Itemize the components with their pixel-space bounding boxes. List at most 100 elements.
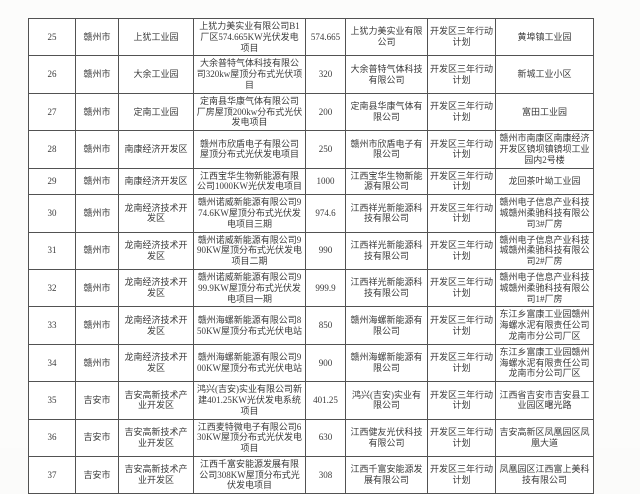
cell-capacity: 320	[305, 55, 346, 94]
cell-location: 富田工业园	[495, 92, 594, 132]
cell-plan: 开发区三年行动计划	[427, 194, 496, 233]
cell-city: 赣州市	[75, 167, 119, 196]
table-row: 28 赣州市 南康经济开发区 赣州市欣盾电子有限公司屋顶分布式光伏发电项目 250 赣州市…	[28, 130, 594, 169]
cell-company: 江西千富安能源发展有限公司	[345, 455, 428, 494]
cell-no: 26	[28, 55, 76, 94]
table-row: 26 赣州市 大余工业园 大余普特气体科技有限公司320kw屋顶分布式光伏项目 320 大…	[28, 55, 594, 94]
scanned-document-page: 25 赣州市 上犹工业园 上犹力美实业有限公司B1厂区574.665KW光伏发电项目 5…	[28, 17, 594, 494]
cell-location: 赣州电子信息产业科技城赣州柔驰科技有限公司3#厂房	[495, 194, 594, 233]
cell-location: 江西省吉安市吉安县工业园区曙光路	[495, 381, 594, 420]
table-row: 32 赣州市 龙南经济技术开发区 赣州诺威新能源有限公司999.9KW屋顶分布式光伏发…	[28, 268, 594, 308]
cell-project: 定南县华康气体有限公司厂房屋顶200kw分布式光伏发电项目	[193, 92, 306, 132]
cell-plan: 开发区三年行动计划	[427, 418, 496, 457]
cell-company: 江西祥光新能源科技有限公司	[345, 231, 428, 270]
table-row: 30 赣州市 龙南经济技术开发区 赣州诺威新能源有限公司974.6KW屋顶分布式光伏发…	[28, 194, 594, 233]
cell-city: 吉安市	[75, 418, 119, 457]
table-row: 33 赣州市 龙南经济技术开发区 赣州海螺新能源有限公司850KW屋顶分布式光伏电站 8…	[28, 306, 594, 345]
table-row: 25 赣州市 上犹工业园 上犹力美实业有限公司B1厂区574.665KW光伏发电项目 5…	[28, 17, 594, 57]
cell-zone: 龙南经济技术开发区	[118, 231, 194, 270]
cell-project: 赣州诺威新能源有限公司999.9KW屋顶分布式光伏发电项目一期	[193, 268, 306, 308]
table-row: 31 赣州市 龙南经济技术开发区 赣州诺威新能源有限公司990KW屋顶分布式光伏发电项…	[28, 231, 594, 270]
cell-no: 27	[28, 92, 76, 132]
cell-city: 赣州市	[75, 92, 119, 132]
table-row: 29 赣州市 南康经济开发区 江西宝华生物新能源有限公司1000KW光伏发电项目 100…	[28, 167, 594, 196]
cell-project: 江西千富安能源发展有限公司308KW屋顶分布式光伏发电项目	[193, 455, 306, 494]
cell-capacity: 574.665	[305, 17, 346, 57]
cell-no: 28	[28, 130, 76, 169]
table-row: 27 赣州市 定南工业园 定南县华康气体有限公司厂房屋顶200kw分布式光伏发电项目 2…	[28, 92, 594, 132]
cell-capacity: 200	[305, 92, 346, 132]
cell-no: 35	[28, 381, 76, 420]
pv-project-table: 25 赣州市 上犹工业园 上犹力美实业有限公司B1厂区574.665KW光伏发电项目 5…	[28, 17, 594, 494]
cell-city: 赣州市	[75, 130, 119, 169]
cell-project: 赣州海螺新能源有限公司900KW屋顶分布式光伏电站	[193, 343, 306, 383]
table-body: 25 赣州市 上犹工业园 上犹力美实业有限公司B1厂区574.665KW光伏发电项目 5…	[28, 17, 594, 494]
cell-location: 赣州电子信息产业科技城赣州柔驰科技有限公司2#厂房	[495, 231, 594, 270]
cell-capacity: 1000	[305, 167, 346, 196]
cell-capacity: 900	[305, 343, 346, 383]
cell-capacity: 250	[305, 130, 346, 169]
cell-zone: 龙南经济技术开发区	[118, 194, 194, 233]
cell-project: 鸿兴(吉安)实业有限公司新建401.25KW光伏发电系统项目	[193, 381, 306, 420]
cell-zone: 吉安高新技术产业开发区	[118, 381, 194, 420]
cell-plan: 开发区三年行动计划	[427, 231, 496, 270]
table-row: 37 吉安市 吉安高新技术产业开发区 江西千富安能源发展有限公司308KW屋顶分布式光…	[28, 455, 594, 494]
cell-capacity: 990	[305, 231, 346, 270]
cell-plan: 开发区三年行动计划	[427, 268, 496, 308]
cell-no: 32	[28, 268, 76, 308]
cell-company: 大余普特气体科技有限公司	[345, 55, 428, 94]
cell-project: 江西宝华生物新能源有限公司1000KW光伏发电项目	[193, 167, 306, 196]
cell-plan: 开发区三年行动计划	[427, 381, 496, 420]
cell-city: 吉安市	[75, 381, 119, 420]
cell-project: 赣州海螺新能源有限公司850KW屋顶分布式光伏电站	[193, 306, 306, 345]
cell-zone: 龙南经济技术开发区	[118, 268, 194, 308]
cell-plan: 开发区三年行动计划	[427, 130, 496, 169]
cell-no: 25	[28, 17, 76, 57]
cell-city: 赣州市	[75, 268, 119, 308]
cell-capacity: 974.6	[305, 194, 346, 233]
table-row: 36 吉安市 吉安高新技术产业开发区 江西麦特微电子有限公司630KW屋顶分布式光伏发…	[28, 418, 594, 457]
cell-capacity: 999.9	[305, 268, 346, 308]
cell-company: 江西祥光新能源科技有限公司	[345, 194, 428, 233]
cell-zone: 南康经济开发区	[118, 167, 194, 196]
cell-capacity: 401.25	[305, 381, 346, 420]
cell-company: 鸿兴(吉安)实业有限公司	[345, 381, 428, 420]
cell-plan: 开发区三年行动计划	[427, 455, 496, 494]
cell-zone: 吉安高新技术产业开发区	[118, 418, 194, 457]
cell-city: 吉安市	[75, 455, 119, 494]
table-row: 35 吉安市 吉安高新技术产业开发区 鸿兴(吉安)实业有限公司新建401.25KW光伏…	[28, 381, 594, 420]
cell-city: 赣州市	[75, 231, 119, 270]
cell-no: 37	[28, 455, 76, 494]
cell-no: 30	[28, 194, 76, 233]
cell-location: 龙回茶叶坳工业园	[495, 167, 594, 196]
cell-city: 赣州市	[75, 194, 119, 233]
cell-zone: 大余工业园	[118, 55, 194, 94]
cell-location: 凤凰园区江西富上美科技有限公司	[495, 455, 594, 494]
cell-company: 江西健友光伏科技有限公司	[345, 418, 428, 457]
cell-company: 赣州市欣盾电子有限公司	[345, 130, 428, 169]
cell-location: 东江乡富康工业园赣州海螺水泥有限责任公司龙南市分公司厂区	[495, 306, 594, 345]
cell-company: 江西祥光新能源科技有限公司	[345, 268, 428, 308]
cell-plan: 开发区三年行动计划	[427, 92, 496, 132]
cell-no: 33	[28, 306, 76, 345]
cell-location: 赣州电子信息产业科技城赣州柔驰科技有限公司1#厂房	[495, 268, 594, 308]
cell-location: 赣州市南康区南康经济开发区镜坝镇镜坝工业园内2号楼	[495, 130, 594, 169]
cell-location: 东江乡富康工业园赣州海螺水泥有限责任公司龙南市分公司厂区	[495, 343, 594, 383]
cell-zone: 上犹工业园	[118, 17, 194, 57]
cell-project: 赣州市欣盾电子有限公司屋顶分布式光伏发电项目	[193, 130, 306, 169]
cell-zone: 吉安高新技术产业开发区	[118, 455, 194, 494]
cell-company: 赣州海螺新能源有限公司	[345, 306, 428, 345]
cell-plan: 开发区三年行动计划	[427, 55, 496, 94]
cell-zone: 龙南经济技术开发区	[118, 306, 194, 345]
cell-plan: 开发区三年行动计划	[427, 343, 496, 383]
cell-project: 大余普特气体科技有限公司320kw屋顶分布式光伏项目	[193, 55, 306, 94]
table-row: 34 赣州市 龙南经济技术开发区 赣州海螺新能源有限公司900KW屋顶分布式光伏电站 9…	[28, 343, 594, 383]
cell-project: 赣州诺威新能源有限公司990KW屋顶分布式光伏发电项目二期	[193, 231, 306, 270]
cell-capacity: 630	[305, 418, 346, 457]
cell-plan: 开发区三年行动计划	[427, 306, 496, 345]
cell-city: 赣州市	[75, 306, 119, 345]
cell-city: 赣州市	[75, 343, 119, 383]
cell-no: 31	[28, 231, 76, 270]
cell-company: 上犹力美实业有限公司	[345, 17, 428, 57]
cell-no: 29	[28, 167, 76, 196]
